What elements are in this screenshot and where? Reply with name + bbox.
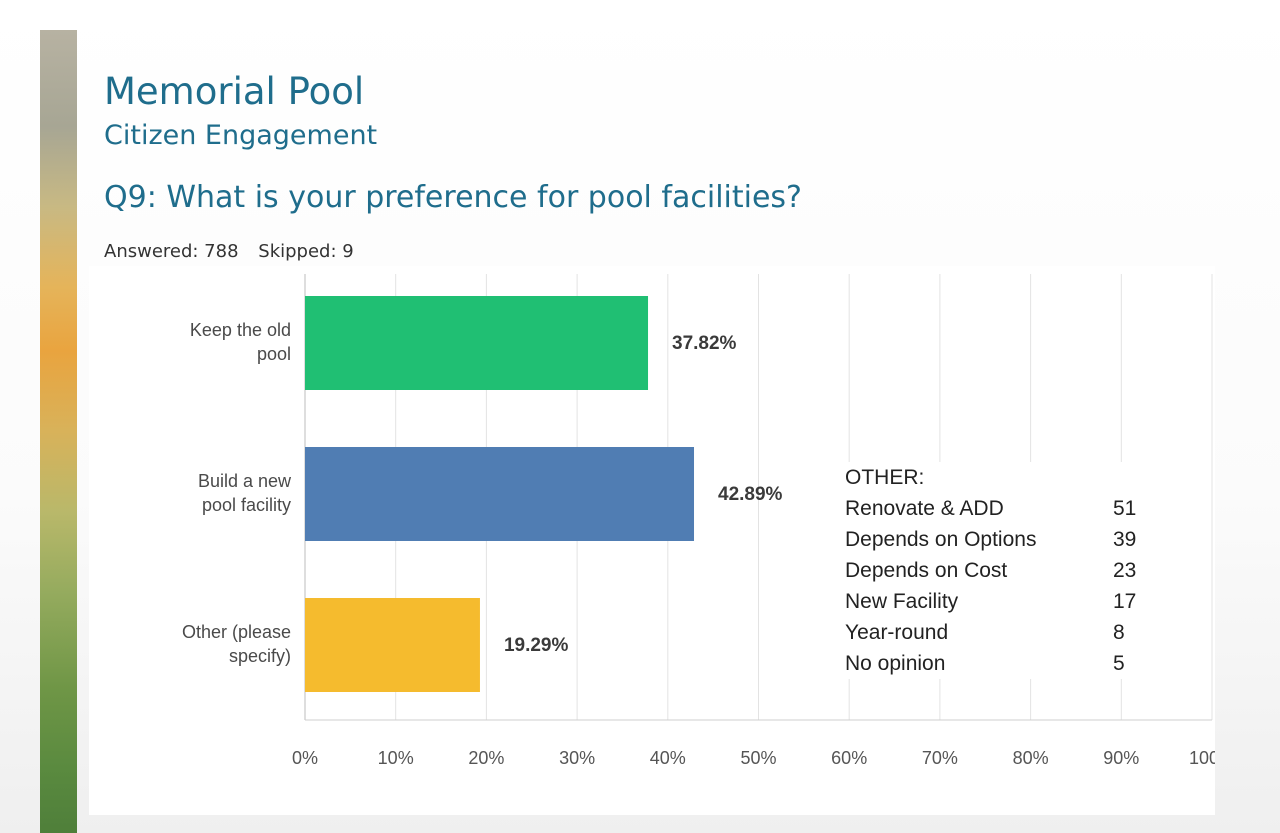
x-tick-label: 80% bbox=[1013, 748, 1049, 768]
x-tick-label: 50% bbox=[740, 748, 776, 768]
other-row-count: 5 bbox=[1113, 652, 1125, 675]
bar bbox=[305, 598, 480, 692]
bar-value-label: 19.29% bbox=[504, 635, 569, 656]
other-breakdown-title: OTHER: bbox=[845, 466, 925, 489]
other-row-count: 8 bbox=[1113, 621, 1125, 644]
other-row-label: Year-round bbox=[845, 621, 949, 644]
x-tick-label: 100% bbox=[1189, 748, 1215, 768]
answered-count: Answered: 788 bbox=[104, 241, 239, 262]
other-row: Renovate & ADD 51 bbox=[845, 493, 1165, 524]
x-tick-label: 40% bbox=[650, 748, 686, 768]
other-row-count: 23 bbox=[1113, 559, 1137, 582]
bar-value-label: 37.82% bbox=[672, 333, 737, 354]
x-tick-label: 30% bbox=[559, 748, 595, 768]
other-row-label: Depends on Options bbox=[845, 528, 1037, 551]
bar-value-label: 42.89% bbox=[718, 484, 783, 505]
x-tick-label: 70% bbox=[922, 748, 958, 768]
other-row-label: New Facility bbox=[845, 590, 959, 613]
skipped-count: Skipped: 9 bbox=[258, 241, 354, 262]
other-row-label: Depends on Cost bbox=[845, 559, 1008, 582]
decorative-side-strip bbox=[40, 30, 77, 833]
bar bbox=[305, 296, 649, 390]
other-row-label: No opinion bbox=[845, 652, 946, 675]
x-tick-label: 60% bbox=[831, 748, 867, 768]
bar-category-label: Keep the old pool bbox=[190, 320, 291, 364]
other-row: New Facility 17 bbox=[845, 586, 1165, 617]
other-row: No opinion 5 bbox=[845, 648, 1165, 679]
x-tick-label: 0% bbox=[292, 748, 318, 768]
bar bbox=[305, 447, 695, 541]
other-row: Depends on Cost 23 bbox=[845, 555, 1165, 586]
bar-category-label: Other (please specify) bbox=[182, 622, 291, 666]
other-row-count: 17 bbox=[1113, 590, 1137, 613]
other-row-label: Renovate & ADD bbox=[845, 497, 1004, 520]
x-tick-label: 20% bbox=[468, 748, 504, 768]
x-tick-label: 10% bbox=[378, 748, 414, 768]
survey-question: Q9: What is your preference for pool fac… bbox=[104, 180, 802, 215]
other-breakdown-box: OTHER: Renovate & ADD 51 Depends on Opti… bbox=[845, 462, 1165, 679]
other-row: Year-round 8 bbox=[845, 617, 1165, 648]
other-row-count: 51 bbox=[1113, 497, 1137, 520]
slide-subtitle: Citizen Engagement bbox=[104, 120, 378, 151]
slide-title: Memorial Pool bbox=[104, 70, 365, 113]
other-row: Depends on Options 39 bbox=[845, 524, 1165, 555]
response-stats: Answered: 788 Skipped: 9 bbox=[104, 241, 368, 262]
bar-category-label: Build a new pool facility bbox=[198, 471, 292, 515]
x-tick-label: 90% bbox=[1103, 748, 1139, 768]
other-row-count: 39 bbox=[1113, 528, 1137, 551]
